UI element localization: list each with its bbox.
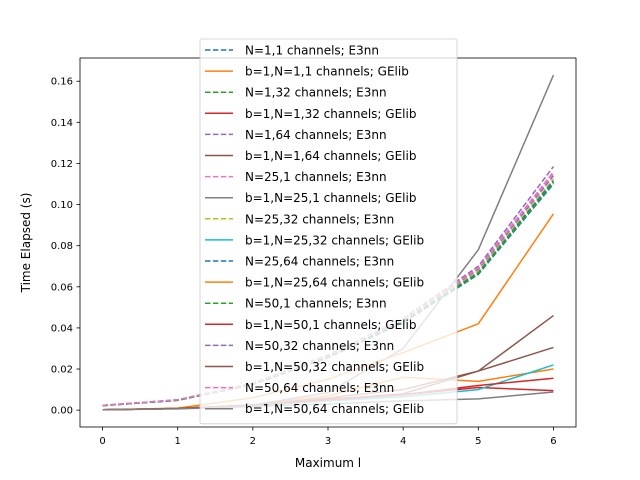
y-tick-label: 0.10 [51,200,73,211]
legend-label: b=1,N=1,32 channels; GElib [245,107,416,121]
legend-label: b=1,N=1,1 channels; GElib [245,65,409,79]
y-tick-label: 0.08 [51,241,73,252]
legend-label: N=1,1 channels; E3nn [245,44,379,58]
legend-label: N=25,64 channels; E3nn [245,255,394,269]
legend-frame [199,38,458,425]
legend-label: b=1,N=25,1 channels; GElib [245,191,416,205]
legend: N=1,1 channels; E3nn b=1,N=1,1 channels; … [199,38,458,425]
x-tick-label: 3 [325,436,331,447]
legend-label: N=50,64 channels; E3nn [245,381,394,395]
x-tick-label: 6 [550,436,556,447]
legend-label: N=25,1 channels; E3nn [245,170,387,184]
x-tick-label: 1 [175,436,181,447]
y-tick-label: 0.04 [51,323,73,334]
legend-label: N=25,32 channels; E3nn [245,212,394,226]
y-tick-label: 0.14 [51,118,73,129]
legend-label: b=1,N=1,64 channels; GElib [245,149,416,163]
legend-label: N=1,32 channels; E3nn [245,86,387,100]
y-tick-label: 0.06 [51,282,73,293]
legend-label: b=1,N=50,64 channels; GElib [245,402,424,416]
y-tick-label: 0.02 [51,365,73,376]
x-axis-label: Maximum l [295,456,361,470]
y-axis-label: Time Elapsed (s) [19,193,33,294]
legend-label: N=1,64 channels; E3nn [245,128,387,142]
x-tick-label: 2 [250,436,256,447]
legend-label: N=50,1 channels; E3nn [245,297,387,311]
x-tick-label: 4 [400,436,406,447]
y-tick-label: 0.00 [51,406,73,417]
legend-label: b=1,N=50,32 channels; GElib [245,360,424,374]
legend-label: b=1,N=25,32 channels; GElib [245,233,424,247]
y-tick-label: 0.12 [51,159,73,170]
x-axis: 0 1 2 3 4 5 6 [99,427,557,447]
legend-label: N=50,32 channels; E3nn [245,339,394,353]
x-tick-label: 0 [99,436,105,447]
x-tick-label: 5 [475,436,481,447]
y-axis: 0.00 0.02 0.04 0.06 0.08 0.10 0.12 0.14 0.16 [51,77,80,417]
y-tick-label: 0.16 [51,77,73,88]
legend-label: b=1,N=25,64 channels; GElib [245,276,424,290]
legend-label: b=1,N=50,1 channels; GElib [245,318,416,332]
